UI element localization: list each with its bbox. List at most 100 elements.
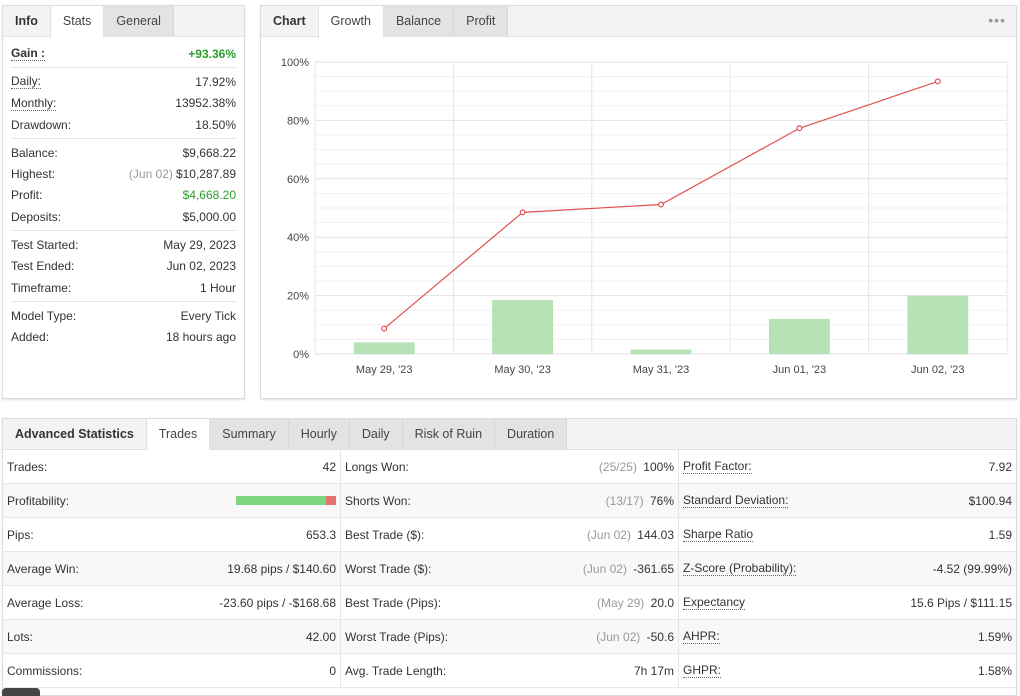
- model-type-label: Model Type:: [11, 308, 77, 323]
- monthly-value: 13952.38%: [175, 96, 236, 111]
- tab-stats[interactable]: Stats: [49, 6, 105, 38]
- test-ended-row: Test Ended: Jun 02, 2023: [11, 256, 236, 277]
- tab-info[interactable]: Info: [15, 14, 38, 28]
- highest-date: (Jun 02): [128, 167, 173, 182]
- y-tick-label: 100%: [281, 57, 309, 69]
- worst-trade-usd-label: Worst Trade ($):: [345, 561, 432, 576]
- best-trade-usd-label: Best Trade ($):: [345, 527, 425, 542]
- table-row: Best Trade ($): (Jun 02) 144.03: [341, 518, 678, 552]
- trades-table: Trades: 42 Profitability: Pips: 653.3 Av…: [3, 450, 1016, 688]
- gain-value: +93.36%: [188, 46, 236, 61]
- commissions-label: Commissions:: [7, 663, 83, 678]
- gain-label[interactable]: Gain :: [11, 46, 46, 62]
- deposits-value: $5,000.00: [182, 209, 236, 224]
- more-dots-icon[interactable]: •••: [988, 12, 1006, 28]
- tab-chart[interactable]: Chart: [273, 14, 306, 28]
- tab-hourly[interactable]: Hourly: [288, 419, 350, 449]
- table-row: Profit Factor: 7.92: [679, 450, 1016, 484]
- deposits-row: Deposits: $5,000.00: [11, 206, 236, 227]
- shorts-won-label: Shorts Won:: [345, 493, 411, 508]
- shorts-won-value: 76%: [649, 493, 674, 508]
- bar: [630, 349, 692, 354]
- tab-growth[interactable]: Growth: [317, 6, 384, 38]
- monthly-label[interactable]: Monthly:: [11, 95, 57, 111]
- tab-risk-of-ruin[interactable]: Risk of Ruin: [402, 419, 496, 449]
- trades-column-2: Longs Won: (25/25) 100% Shorts Won: (13/…: [341, 450, 679, 688]
- x-tick-label: May 30, '23: [494, 364, 551, 376]
- trades-value: 42: [322, 459, 336, 474]
- average-loss-label: Average Loss:: [7, 595, 84, 610]
- bar: [353, 342, 415, 354]
- standard-deviation-label[interactable]: Standard Deviation:: [683, 493, 789, 508]
- table-row: Trades: 42: [3, 450, 340, 484]
- worst-trade-usd-date: (Jun 02): [582, 561, 627, 576]
- lots-value: 42.00: [305, 629, 336, 644]
- profit-label: Profit:: [11, 188, 43, 203]
- added-row: Added: 18 hours ago: [11, 327, 236, 348]
- tab-advanced-statistics[interactable]: Advanced Statistics: [15, 427, 134, 441]
- balance-label: Balance:: [11, 145, 58, 160]
- profitability-bar: [236, 496, 336, 505]
- line-point: [381, 325, 388, 332]
- z-score-value: -4.52 (99.99%): [932, 561, 1012, 576]
- drawdown-row: Drawdown: 18.50%: [11, 114, 236, 135]
- profit-factor-label[interactable]: Profit Factor:: [683, 459, 752, 474]
- tab-summary[interactable]: Summary: [210, 419, 289, 449]
- y-tick-label: 80%: [287, 115, 309, 127]
- table-row: Expectancy 15.6 Pips / $111.15: [679, 586, 1016, 620]
- drawdown-value: 18.50%: [195, 117, 236, 132]
- best-trade-usd-value: 144.03: [637, 527, 674, 542]
- best-trade-usd-date: (Jun 02): [586, 527, 631, 542]
- tab-trades[interactable]: Trades: [145, 419, 211, 451]
- ghpr-label[interactable]: GHPR:: [683, 663, 722, 678]
- daily-row: Daily: 17.92%: [11, 71, 236, 92]
- sharpe-ratio-label[interactable]: Sharpe Ratio: [683, 527, 754, 542]
- profit-factor-value: 7.92: [988, 459, 1012, 474]
- line-point: [934, 78, 941, 85]
- worst-trade-pips-label: Worst Trade (Pips):: [345, 629, 449, 644]
- expectancy-value: 15.6 Pips / $111.15: [910, 595, 1012, 610]
- expectancy-label[interactable]: Expectancy: [683, 595, 746, 610]
- tab-profit[interactable]: Profit: [454, 6, 509, 36]
- added-label: Added:: [11, 330, 50, 345]
- line-point: [658, 201, 665, 208]
- drawdown-label: Drawdown:: [11, 117, 72, 132]
- standard-deviation-value: $100.94: [968, 493, 1012, 508]
- timeframe-row: Timeframe: 1 Hour: [11, 277, 236, 298]
- highest-row: Highest: (Jun 02) $10,287.89: [11, 163, 236, 184]
- daily-value: 17.92%: [195, 74, 236, 89]
- table-row: Pips: 653.3: [3, 518, 340, 552]
- highest-value: $10,287.89: [175, 167, 236, 182]
- bar: [907, 295, 969, 354]
- profitability-bar-lost: [326, 496, 336, 505]
- model-type-row: Model Type: Every Tick: [11, 305, 236, 326]
- highest-label: Highest:: [11, 167, 56, 182]
- average-loss-value: -23.60 pips / -$168.68: [219, 595, 336, 610]
- table-row: Average Win: 19.68 pips / $140.60: [3, 552, 340, 586]
- trades-column-3: Profit Factor: 7.92 Standard Deviation: …: [679, 450, 1016, 688]
- ahpr-label[interactable]: AHPR:: [683, 629, 720, 644]
- daily-label[interactable]: Daily:: [11, 74, 42, 90]
- table-row: AHPR: 1.59%: [679, 620, 1016, 654]
- z-score-label[interactable]: Z-Score (Probability):: [683, 561, 797, 576]
- table-row: Sharpe Ratio 1.59: [679, 518, 1016, 552]
- tab-general[interactable]: General: [104, 6, 174, 36]
- tab-balance[interactable]: Balance: [383, 6, 455, 36]
- tab-duration[interactable]: Duration: [495, 419, 568, 449]
- chart-tabs: Chart Growth Balance Profit: [261, 6, 1016, 38]
- table-row: Commissions: 0: [3, 654, 340, 688]
- pips-label: Pips:: [7, 527, 34, 542]
- avg-trade-length-value: 7h 17m: [633, 663, 674, 678]
- advanced-tabs: Advanced Statistics Trades Summary Hourl…: [3, 419, 1016, 451]
- trades-column-1: Trades: 42 Profitability: Pips: 653.3 Av…: [3, 450, 341, 688]
- info-tabs: Info Stats General: [3, 6, 244, 38]
- info-panel: Info Stats General Gain : +93.36% Daily:…: [2, 5, 245, 399]
- table-row: Avg. Trade Length: 7h 17m: [341, 654, 678, 688]
- scroll-handle[interactable]: [2, 688, 40, 696]
- tab-daily[interactable]: Daily: [349, 419, 403, 449]
- profit-row: Profit: $4,668.20: [11, 185, 236, 206]
- ahpr-value: 1.59%: [977, 629, 1012, 644]
- table-row: Longs Won: (25/25) 100%: [341, 450, 678, 484]
- table-row: Profitability:: [3, 484, 340, 518]
- profit-value: $4,668.20: [182, 188, 236, 203]
